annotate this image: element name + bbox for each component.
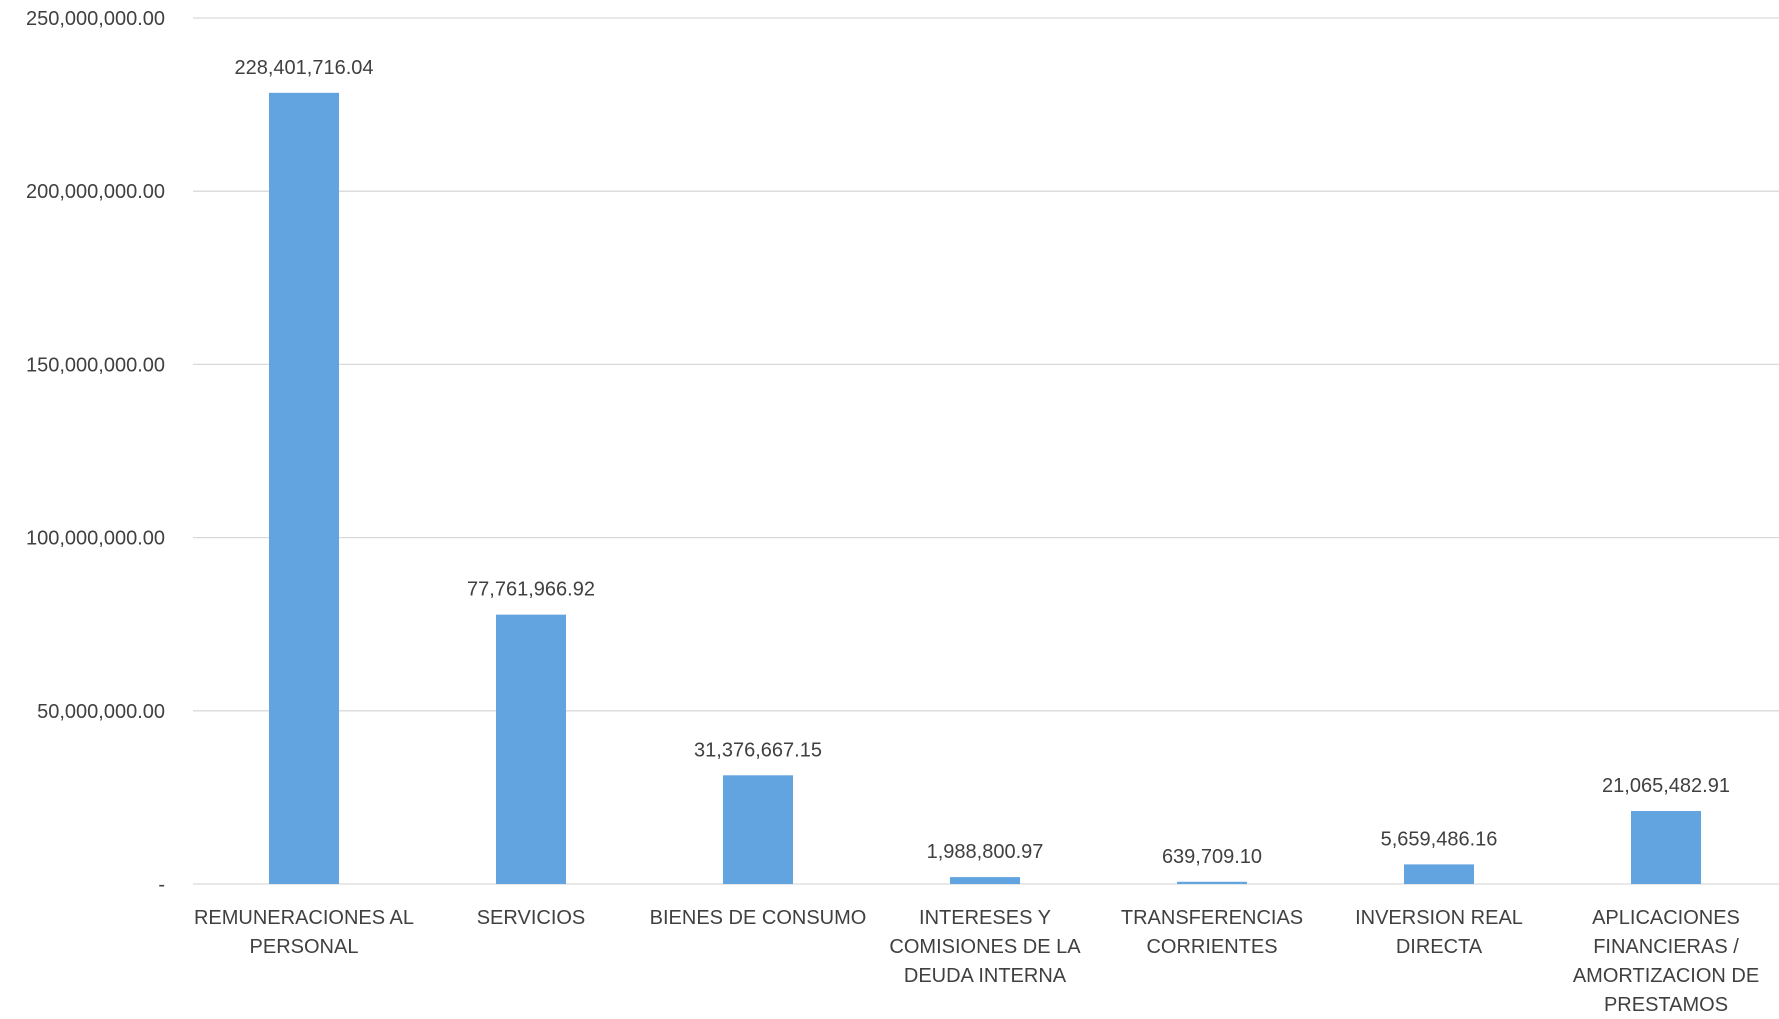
data-label: 639,709.10 xyxy=(1162,846,1262,868)
y-tick-label: - xyxy=(158,874,165,896)
bar xyxy=(723,775,793,884)
bar xyxy=(1177,881,1247,884)
data-label: 228,401,716.04 xyxy=(234,57,373,79)
y-tick-label: 50,000,000.00 xyxy=(37,701,165,723)
bar xyxy=(496,614,566,884)
x-tick-label: BIENES DE CONSUMO xyxy=(650,907,867,929)
data-label: 21,065,482.91 xyxy=(1602,775,1730,797)
bars xyxy=(269,92,1701,884)
bar xyxy=(1404,864,1474,884)
x-tick-label: INVERSION REAL DIRECTA xyxy=(1355,907,1523,958)
x-tick-label: SERVICIOS xyxy=(477,907,586,929)
x-axis: REMUNERACIONES AL PERSONAL SERVICIOS BIENES… xyxy=(194,907,1759,1016)
data-label: 31,376,667.15 xyxy=(694,739,822,761)
y-tick-label: 100,000,000.00 xyxy=(26,528,165,550)
bar xyxy=(1631,811,1701,884)
data-labels: 228,401,716.04 77,761,966.92 31,376,667.15… xyxy=(234,57,1729,868)
y-tick-label: 250,000,000.00 xyxy=(26,8,165,30)
data-label: 77,761,966.92 xyxy=(467,579,595,601)
y-tick-label: 150,000,000.00 xyxy=(26,354,165,376)
y-tick-label: 200,000,000.00 xyxy=(26,181,165,203)
y-axis: - 50,000,000.00 100,000,000.00 150,000,000.… xyxy=(26,8,165,896)
x-tick-label: REMUNERACIONES AL PERSONAL xyxy=(194,907,414,958)
x-tick-label: INTERESES Y COMISIONES DE LA DEUDA INTERNA xyxy=(889,907,1081,987)
bar xyxy=(269,92,339,884)
gridlines xyxy=(193,17,1779,885)
data-label: 1,988,800.97 xyxy=(927,841,1044,863)
data-label: 5,659,486.16 xyxy=(1381,828,1498,850)
bar xyxy=(950,877,1020,884)
x-tick-label: TRANSFERENCIAS CORRIENTES xyxy=(1121,907,1303,958)
x-tick-label: APLICACIONES FINANCIERAS / AMORTIZACION DE… xyxy=(1573,907,1759,1014)
